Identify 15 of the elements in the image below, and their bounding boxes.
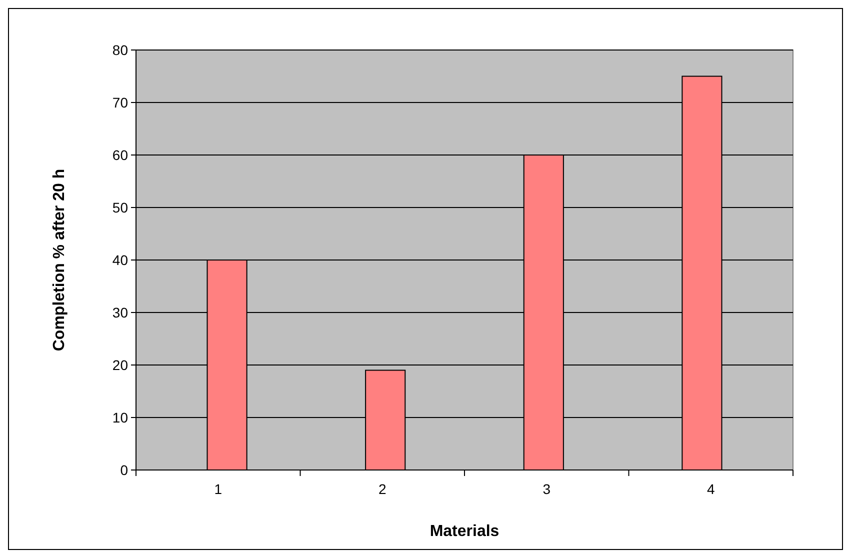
- y-axis-title: Completion % after 20 h: [51, 168, 68, 352]
- y-tick-label: 10: [112, 409, 128, 426]
- y-tick-label: 80: [112, 42, 128, 58]
- y-tick-label: 60: [112, 146, 128, 163]
- x-tick-label: 1: [214, 481, 222, 497]
- y-tick-label: 20: [112, 356, 128, 373]
- x-tick-label: 3: [542, 481, 551, 497]
- y-tick-label: 0: [120, 462, 128, 478]
- x-axis-title: Materials: [430, 523, 500, 540]
- x-tick-label: 2: [378, 481, 386, 497]
- y-tick-label: 30: [112, 304, 128, 320]
- y-tick-label: 50: [112, 199, 128, 216]
- x-tick-label: 4: [706, 481, 715, 497]
- y-tick-label: 70: [112, 94, 128, 110]
- y-tick-label: 40: [112, 252, 128, 268]
